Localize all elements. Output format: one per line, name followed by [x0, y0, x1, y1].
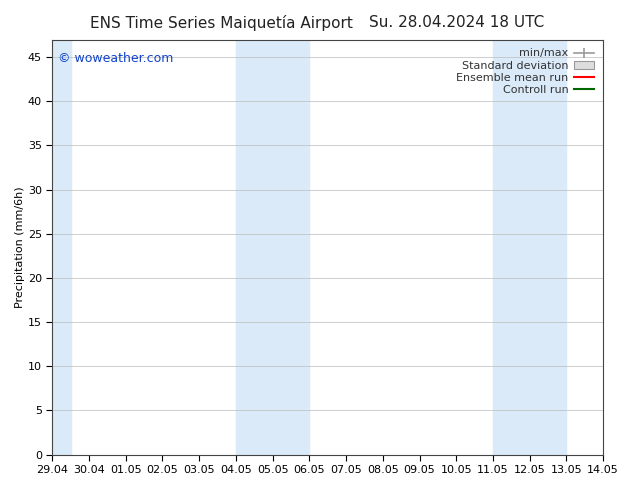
Text: Su. 28.04.2024 18 UTC: Su. 28.04.2024 18 UTC	[369, 15, 544, 30]
Bar	[53, 40, 70, 455]
Text: ENS Time Series Maiquetía Airport: ENS Time Series Maiquetía Airport	[91, 15, 353, 31]
Bar	[493, 40, 566, 455]
Y-axis label: Precipitation (mm/6h): Precipitation (mm/6h)	[15, 186, 25, 308]
Text: © woweather.com: © woweather.com	[58, 52, 173, 65]
Legend: min/max, Standard deviation, Ensemble mean run, Controll run: min/max, Standard deviation, Ensemble me…	[453, 45, 598, 98]
Bar	[236, 40, 309, 455]
